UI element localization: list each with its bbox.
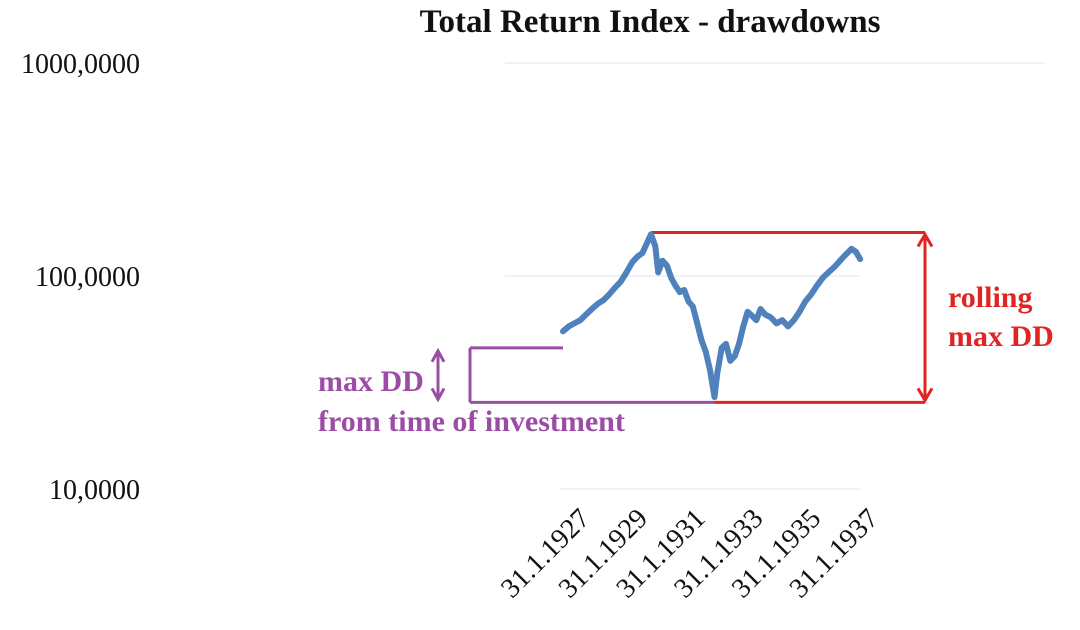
rolling-arrowhead-up [916,231,934,248]
rolling-max-dd-label: max DD [948,320,1054,353]
max-dd-arrowhead-down [430,387,446,403]
rolling-max-dd-annotation [650,231,934,404]
y-tick-label: 10,0000 [49,475,140,506]
chart-title: Total Return Index - drawdowns [419,4,881,40]
series-line [560,231,864,401]
y-tick-label: 100,0000 [35,262,140,293]
y-axis-ticks: 1000,0000 100,0000 10,0000 [21,49,140,506]
rolling-label: rolling [948,281,1032,314]
max-dd-from-investment-label: from time of investment [318,405,625,438]
x-axis-ticks: 31.1.192731.1.192931.1.193131.1.193331.1… [495,503,885,604]
max-dd-arrowhead-up [430,347,446,363]
y-tick-label: 1000,0000 [21,49,140,80]
rolling-arrowhead-down [916,387,934,404]
max-dd-label: max DD [318,365,424,398]
grid-lines [505,62,1045,490]
total-return-index-line [560,231,864,401]
max-dd-annotation [430,346,715,404]
